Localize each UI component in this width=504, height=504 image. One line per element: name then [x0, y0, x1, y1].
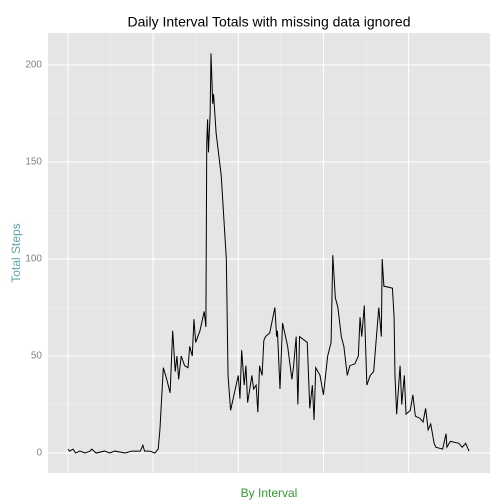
- data-line: [67, 53, 470, 454]
- chart-title: Daily Interval Totals with missing data …: [128, 14, 411, 30]
- y-tick-label: 150: [25, 157, 42, 168]
- y-axis-label: Total Steps: [9, 223, 23, 282]
- y-tick-label: 200: [25, 60, 42, 71]
- plot-background: [48, 33, 490, 473]
- x-axis-label: By Interval: [241, 486, 298, 500]
- y-tick-label: 0: [36, 448, 42, 459]
- y-tick-label: 100: [25, 254, 42, 265]
- y-tick-label: 50: [31, 351, 43, 362]
